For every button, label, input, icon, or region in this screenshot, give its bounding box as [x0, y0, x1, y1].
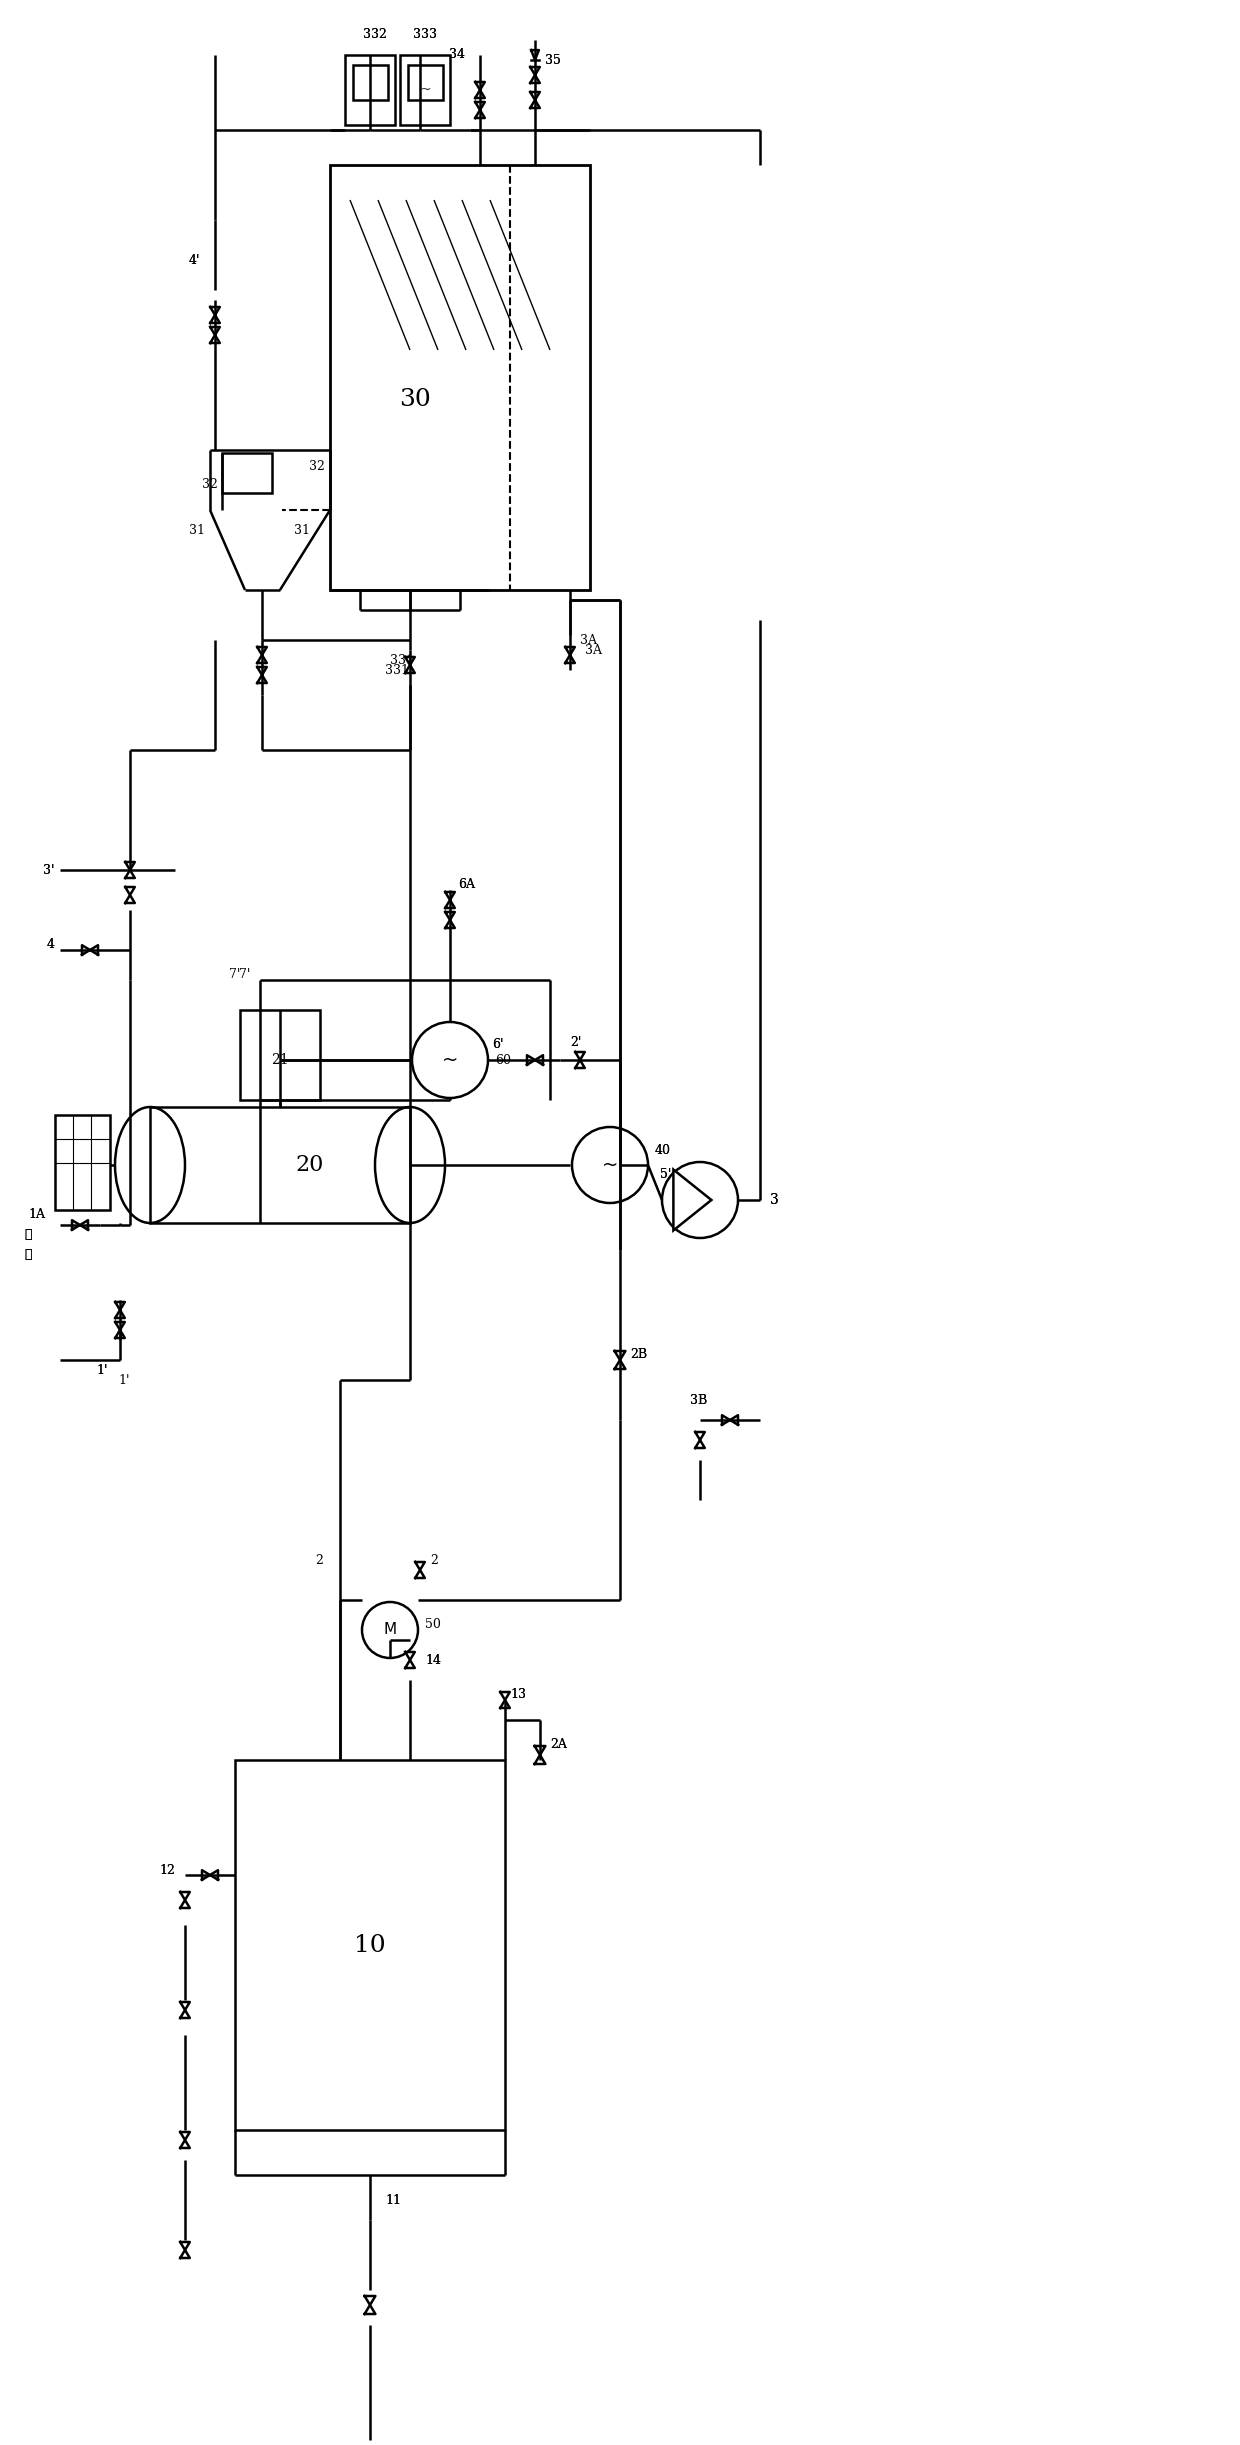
Text: 2B: 2B [630, 1350, 647, 1362]
Text: 5': 5' [660, 1169, 671, 1181]
Text: 4': 4' [188, 254, 200, 267]
Text: 3': 3' [43, 863, 55, 875]
Bar [55, 1115, 110, 1210]
Text: 水: 水 [25, 1227, 32, 1242]
Text: 14: 14 [425, 1653, 441, 1667]
Text: 35: 35 [546, 54, 560, 66]
Text: 6': 6' [492, 1039, 503, 1051]
Text: ~: ~ [419, 83, 430, 98]
Text: 5': 5' [660, 1169, 671, 1181]
Bar [241, 1010, 320, 1100]
Text: 1': 1' [97, 1364, 108, 1377]
Text: 1': 1' [97, 1364, 108, 1377]
Text: 31: 31 [188, 523, 205, 535]
Bar [345, 54, 396, 125]
Text: 2: 2 [315, 1553, 322, 1567]
Text: 6A: 6A [458, 878, 475, 892]
Text: 14: 14 [425, 1653, 441, 1667]
Text: 3B: 3B [689, 1394, 707, 1406]
Text: 3B: 3B [689, 1394, 707, 1406]
Text: M: M [383, 1623, 397, 1638]
Text: 1A: 1A [29, 1208, 45, 1222]
Text: 12: 12 [159, 1863, 175, 1875]
Bar [330, 164, 590, 589]
Text: 7': 7' [238, 968, 250, 980]
Text: 50: 50 [425, 1619, 441, 1631]
Bar [222, 452, 272, 494]
Text: 331: 331 [391, 653, 414, 667]
Bar [236, 1760, 505, 2130]
Text: 4: 4 [47, 939, 55, 951]
Bar [150, 1108, 410, 1222]
Text: 13: 13 [510, 1689, 526, 1702]
Text: 3A: 3A [585, 643, 601, 658]
Text: ~: ~ [441, 1051, 459, 1068]
Text: 60: 60 [495, 1054, 511, 1066]
Text: 2': 2' [570, 1037, 582, 1049]
Text: ~: ~ [601, 1156, 619, 1174]
Text: 31: 31 [294, 523, 310, 535]
Text: 入: 入 [25, 1249, 32, 1262]
Text: 水: 水 [25, 1227, 32, 1242]
Text: 11: 11 [384, 2193, 401, 2205]
Text: 34: 34 [449, 49, 465, 61]
Bar [408, 66, 443, 100]
Text: 6': 6' [492, 1039, 503, 1051]
Text: 入: 入 [25, 1249, 32, 1262]
Text: 3: 3 [770, 1193, 779, 1208]
Polygon shape [673, 1169, 712, 1230]
Text: 10: 10 [355, 1934, 386, 1956]
Text: 20: 20 [296, 1154, 324, 1176]
Text: 21: 21 [272, 1054, 289, 1066]
Text: 1A: 1A [29, 1208, 45, 1222]
Text: 2B: 2B [630, 1350, 647, 1362]
Text: 6A: 6A [458, 878, 475, 892]
Bar [353, 66, 388, 100]
Text: 333: 333 [413, 29, 436, 42]
Text: 3': 3' [43, 863, 55, 875]
Text: 13: 13 [510, 1689, 526, 1702]
Text: 3: 3 [770, 1193, 779, 1208]
Text: 12: 12 [159, 1863, 175, 1875]
Text: 30: 30 [399, 389, 430, 411]
Text: 2: 2 [430, 1553, 438, 1567]
Text: 11: 11 [384, 2193, 401, 2205]
Text: 4': 4' [188, 254, 200, 267]
Text: 2A: 2A [551, 1738, 567, 1751]
Text: 4: 4 [47, 939, 55, 951]
Text: 7': 7' [228, 968, 241, 980]
Text: 331: 331 [384, 663, 409, 677]
Text: 35: 35 [546, 54, 560, 66]
Text: 2': 2' [570, 1037, 582, 1049]
Text: 40: 40 [655, 1144, 671, 1156]
Text: 1': 1' [119, 1374, 130, 1386]
Text: 333: 333 [413, 29, 436, 42]
Text: 332: 332 [363, 29, 387, 42]
Text: 3A: 3A [580, 633, 596, 645]
Bar [401, 54, 450, 125]
Text: 2A: 2A [551, 1738, 567, 1751]
Text: 34: 34 [449, 49, 465, 61]
Text: 332: 332 [363, 29, 387, 42]
Text: 40: 40 [655, 1144, 671, 1156]
Text: 32: 32 [202, 479, 218, 491]
Text: 32: 32 [309, 460, 325, 474]
